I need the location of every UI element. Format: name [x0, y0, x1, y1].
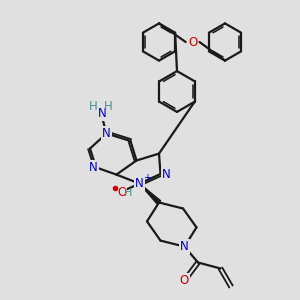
Text: N: N	[135, 177, 144, 190]
Text: N: N	[98, 107, 106, 120]
Text: H: H	[89, 100, 98, 113]
Text: H: H	[104, 100, 113, 113]
Text: H: H	[124, 188, 132, 199]
Text: N: N	[102, 127, 111, 140]
Text: +: +	[143, 173, 151, 183]
Text: N: N	[162, 167, 171, 181]
Text: N: N	[89, 161, 98, 174]
Text: O: O	[117, 185, 126, 199]
Polygon shape	[140, 184, 161, 204]
Text: N: N	[180, 240, 189, 253]
Text: O: O	[188, 35, 197, 49]
Text: O: O	[180, 274, 189, 287]
